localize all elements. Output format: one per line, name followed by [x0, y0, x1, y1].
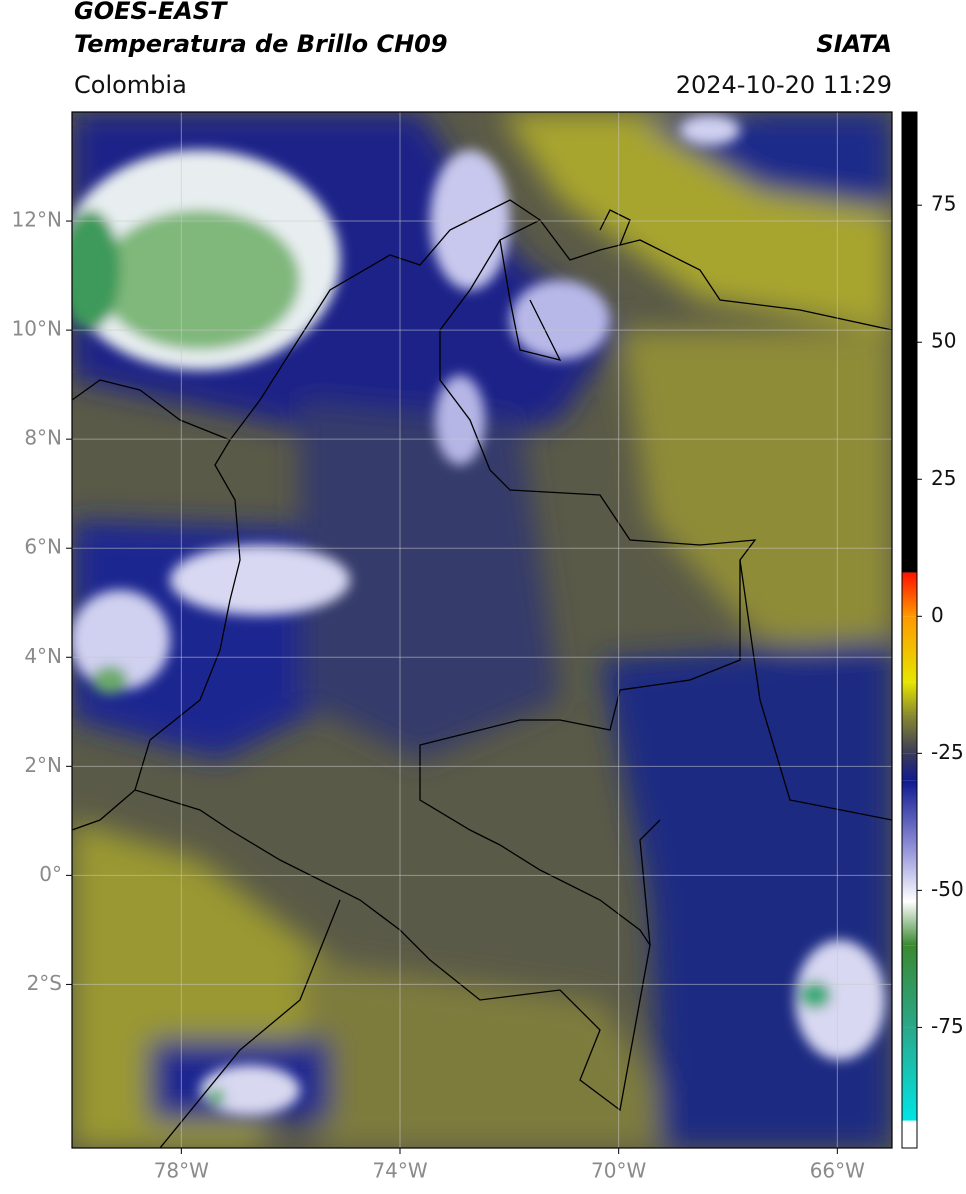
- y-tick-label: 6°N: [24, 535, 62, 559]
- colorbar-segment: [902, 616, 917, 683]
- y-tick-label: 2°N: [24, 753, 62, 777]
- datetime: 2024-10-20 11:29: [676, 71, 892, 99]
- colorbar-tick-label: -75: [931, 1014, 964, 1038]
- colorbar-segment: [902, 945, 917, 1028]
- colorbar-segment: [902, 901, 917, 946]
- x-tick-label: 78°W: [154, 1159, 209, 1183]
- x-tick-label: 70°W: [591, 1159, 646, 1183]
- colorbar-segment: [902, 780, 917, 847]
- colorbar-segment: [902, 714, 917, 754]
- colorbar-tick-label: 75: [931, 192, 956, 216]
- region: Colombia: [74, 71, 187, 99]
- colorbar-frame: [901, 111, 918, 1149]
- title: GOES-EAST: [74, 0, 228, 25]
- colorbar-segment: [902, 753, 917, 781]
- map-frame: [71, 111, 893, 1149]
- colorbar-segment: [902, 572, 917, 617]
- colorbar-tick-label: 50: [931, 329, 956, 353]
- agency: SIATA: [816, 30, 892, 58]
- satellite-image: [72, 112, 892, 1148]
- colorbar-segment: [902, 1120, 917, 1148]
- colorbar-tick-label: 0: [931, 603, 944, 627]
- y-tick-label: 4°N: [24, 644, 62, 668]
- colorbar-tick-label: -50: [931, 877, 964, 901]
- y-tick-label: 10°N: [12, 317, 62, 341]
- colorbar-segment: [902, 682, 917, 715]
- subtitle: Temperatura de Brillo CH09: [74, 30, 448, 58]
- colorbar-segment: [902, 112, 917, 573]
- y-tick-label: 12°N: [12, 208, 62, 232]
- x-tick-label: 66°W: [810, 1159, 865, 1183]
- y-tick-label: 0°: [39, 862, 62, 886]
- colorbar-segment: [902, 1027, 917, 1121]
- colorbar-segment: [902, 846, 917, 902]
- colorbar-tick-label: -25: [931, 740, 964, 764]
- colorbar-tick-label: 25: [931, 466, 956, 490]
- y-tick-label: 2°S: [27, 971, 62, 995]
- y-tick-label: 8°N: [24, 426, 62, 450]
- x-tick-label: 74°W: [372, 1159, 427, 1183]
